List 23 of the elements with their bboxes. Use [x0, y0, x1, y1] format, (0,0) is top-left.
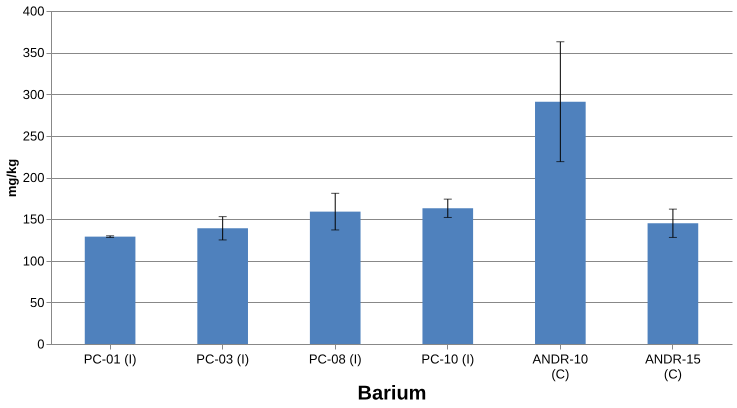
bar — [422, 208, 474, 344]
x-axis-title: Barium — [358, 382, 426, 404]
y-axis-title: mg/kg — [4, 158, 19, 198]
y-tick-label: 150 — [22, 212, 44, 227]
y-tick-label: 300 — [22, 86, 44, 102]
y-tick-label: 0 — [37, 336, 44, 352]
y-tick-label: 50 — [30, 294, 44, 310]
x-tick-label: ANDR-15 (C) — [645, 352, 701, 382]
y-tick-label: 350 — [22, 45, 44, 60]
bar — [84, 236, 136, 344]
x-tick-label: PC-03 (I) — [196, 352, 250, 366]
y-tick-label: 100 — [22, 253, 44, 268]
y-tick-label: 200 — [22, 170, 44, 185]
x-tick-label: PC-10 (I) — [421, 352, 474, 366]
bar — [310, 212, 361, 344]
bar — [197, 228, 248, 344]
x-tick-label: PC-08 (I) — [308, 352, 362, 366]
y-tick-label: 250 — [22, 128, 44, 144]
bar — [648, 223, 698, 344]
bar — [535, 102, 586, 344]
x-tick-label: PC-01 (I) — [84, 352, 136, 366]
x-tick-label: ANDR-10 (C) — [532, 352, 588, 382]
y-tick-label: 400 — [22, 4, 44, 18]
